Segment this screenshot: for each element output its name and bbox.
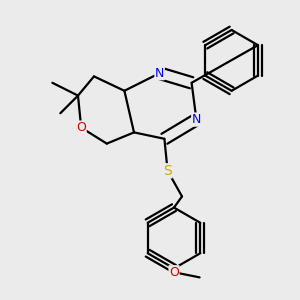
Text: N: N bbox=[192, 113, 201, 126]
Text: O: O bbox=[169, 266, 179, 279]
Text: N: N bbox=[155, 67, 164, 80]
Text: O: O bbox=[76, 121, 86, 134]
Text: S: S bbox=[163, 164, 172, 178]
